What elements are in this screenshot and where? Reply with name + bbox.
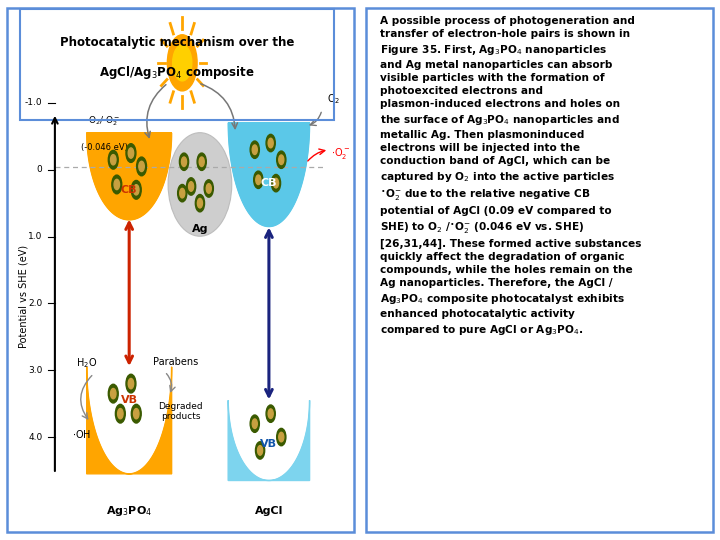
Circle shape [108,150,118,169]
Circle shape [266,405,275,422]
Text: Parabens: Parabens [153,357,198,367]
Circle shape [139,161,144,172]
Text: (-0.046 eV): (-0.046 eV) [81,143,128,152]
Text: $\cdot$O$_2^-$: $\cdot$O$_2^-$ [330,146,350,160]
Circle shape [131,404,141,423]
Circle shape [252,419,257,428]
Circle shape [204,180,213,197]
Circle shape [206,184,211,193]
Circle shape [128,379,134,389]
Circle shape [112,175,122,194]
Circle shape [126,144,136,163]
Text: 1.0: 1.0 [28,232,42,241]
Circle shape [279,155,284,165]
Text: VB: VB [121,395,138,406]
Circle shape [137,157,146,176]
Text: H$_2$O: H$_2$O [76,356,97,370]
Circle shape [276,428,286,446]
Text: Degraded
products: Degraded products [158,402,203,421]
Text: 0: 0 [37,165,42,174]
Circle shape [189,181,194,191]
Text: Ag$_3$PO$_4$: Ag$_3$PO$_4$ [106,504,152,517]
Text: VB: VB [261,438,277,449]
Circle shape [276,151,286,168]
Circle shape [250,141,259,158]
Circle shape [250,415,259,433]
Text: Potential vs SHE (eV): Potential vs SHE (eV) [18,245,28,348]
Text: CB: CB [121,185,138,195]
Text: O$_2$/$\cdot$O$_2^-$: O$_2$/$\cdot$O$_2^-$ [89,115,120,129]
Circle shape [131,180,141,199]
Polygon shape [86,367,171,474]
Circle shape [133,185,139,195]
Circle shape [180,188,185,198]
Circle shape [128,148,134,158]
Circle shape [268,138,273,148]
Circle shape [256,175,261,185]
Circle shape [256,442,265,459]
Circle shape [114,179,120,190]
Polygon shape [228,123,310,227]
Circle shape [179,153,189,171]
Circle shape [178,185,187,202]
Circle shape [186,178,196,195]
Text: Ag: Ag [192,224,208,234]
Circle shape [271,174,281,192]
Text: Photocatalytic mechanism over the: Photocatalytic mechanism over the [60,36,294,49]
Text: A possible process of photogeneration and
transfer of electron-hole pairs is sho: A possible process of photogeneration an… [380,16,642,336]
Circle shape [111,388,116,399]
Text: 4.0: 4.0 [28,433,42,442]
Text: AgCl/Ag$_3$PO$_4$ composite: AgCl/Ag$_3$PO$_4$ composite [99,64,255,82]
Circle shape [195,194,204,212]
Circle shape [266,134,275,152]
Text: 3.0: 3.0 [28,366,42,375]
Text: O$_2$: O$_2$ [328,93,341,106]
Circle shape [117,409,123,419]
Circle shape [133,409,139,419]
Circle shape [197,198,202,208]
Text: CB: CB [261,178,277,188]
Ellipse shape [168,133,232,237]
Circle shape [258,446,263,455]
Circle shape [197,153,207,171]
Circle shape [199,157,204,166]
Circle shape [279,433,284,442]
Circle shape [167,35,197,91]
Circle shape [126,374,136,393]
Circle shape [268,409,273,419]
Circle shape [253,171,263,188]
Circle shape [115,404,125,423]
Text: 2.0: 2.0 [28,299,42,308]
Circle shape [181,157,186,166]
Text: AgCl: AgCl [255,505,283,516]
Polygon shape [86,133,171,220]
Circle shape [108,384,118,403]
Circle shape [173,45,192,81]
Circle shape [274,178,279,188]
Text: $\cdot$OH: $\cdot$OH [72,428,91,440]
Circle shape [111,154,116,165]
Circle shape [252,145,257,154]
Text: -1.0: -1.0 [25,98,42,107]
Polygon shape [228,400,310,481]
